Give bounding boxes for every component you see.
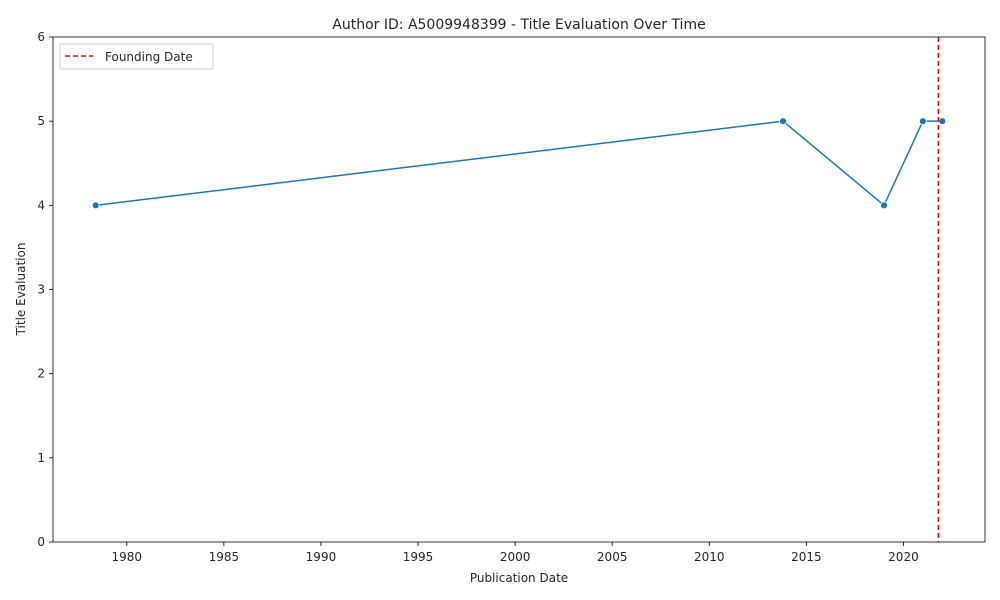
data-point — [938, 117, 947, 126]
x-axis: 1980 1985 1990 1995 2000 2005 2010 2015 2020 — [112, 542, 919, 564]
legend-founding-date-label: Founding Date — [105, 50, 193, 64]
x-tick-label: 2000 — [500, 550, 531, 564]
chart-title: Author ID: A5009948399 - Title Evaluatio… — [332, 17, 705, 33]
data-point — [779, 117, 787, 126]
data-point — [91, 201, 100, 210]
series-line — [95, 120, 943, 207]
y-tick-label: 5 — [37, 114, 45, 128]
x-tick-label: 2010 — [694, 550, 725, 564]
y-tick-label: 2 — [37, 367, 45, 381]
y-tick-label: 4 — [37, 198, 45, 212]
y-tick-label: 6 — [37, 30, 45, 44]
y-axis: 0 1 2 3 4 5 6 — [37, 30, 53, 549]
plot-area — [91, 37, 947, 542]
y-axis-label: Title Evaluation — [14, 243, 28, 337]
x-tick-label: 1985 — [209, 550, 240, 564]
x-tick-label: 1995 — [403, 550, 434, 564]
x-tick-label: 1980 — [112, 550, 143, 564]
legend-box — [59, 43, 214, 70]
x-tick-label: 2005 — [597, 550, 628, 564]
x-tick-label: 1990 — [306, 550, 337, 564]
data-point — [918, 117, 927, 126]
y-tick-label: 1 — [37, 451, 45, 465]
y-tick-label: 3 — [37, 283, 45, 297]
x-tick-label: 2020 — [888, 550, 919, 564]
y-tick-label: 0 — [37, 535, 45, 549]
plot-frame — [52, 36, 986, 543]
x-tick-label: 2015 — [791, 550, 822, 564]
legend: Founding Date — [59, 43, 214, 70]
data-point — [880, 201, 888, 210]
x-axis-label: Publication Date — [470, 571, 568, 585]
